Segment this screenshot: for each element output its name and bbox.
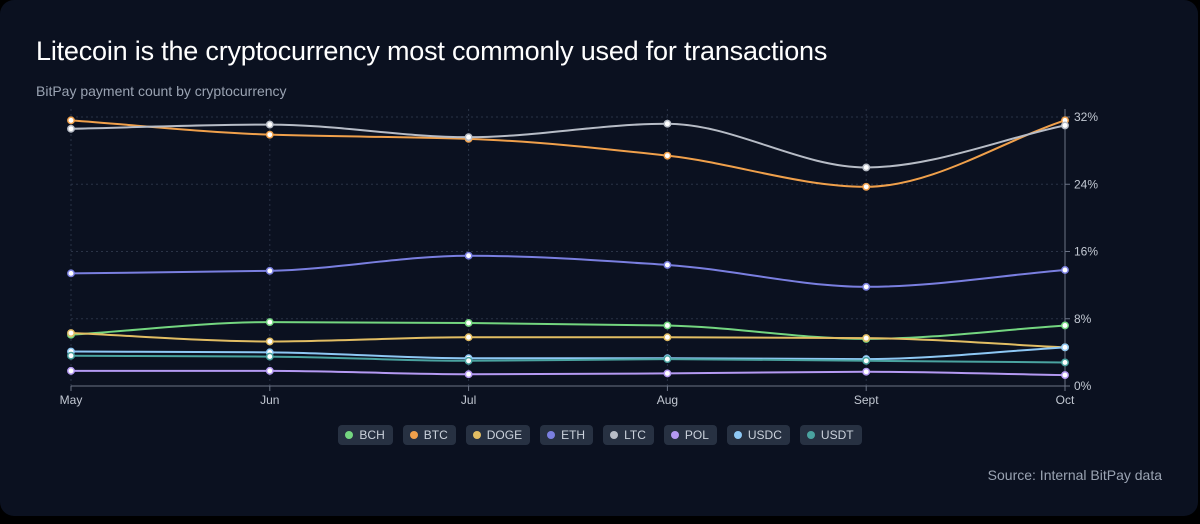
legend-item-pol[interactable]: POL	[663, 425, 717, 445]
line-chart: May Jun Jul Aug Sept Oct 0% 8% 16% 24% 32%	[60, 109, 1098, 407]
chart-subtitle: BitPay payment count by cryptocurrency	[36, 83, 287, 99]
chart-title: Litecoin is the cryptocurrency most comm…	[36, 36, 828, 66]
data-point-usdt	[67, 351, 75, 360]
legend-label-eth: ETH	[561, 428, 586, 442]
x-tick-label: Jun	[260, 393, 279, 407]
legend-label-usdt: USDT	[820, 428, 854, 442]
legend-label-btc: BTC	[423, 428, 448, 442]
data-point-bch	[464, 319, 473, 327]
data-point-pol	[1061, 371, 1069, 380]
legend-swatch-usdc	[733, 431, 742, 439]
data-point-ltc	[862, 163, 871, 172]
data-point-pol	[464, 370, 473, 379]
data-point-doge	[464, 333, 473, 342]
data-point-usdt	[464, 356, 473, 365]
legend-item-eth[interactable]: ETH	[540, 425, 594, 445]
legend-item-btc[interactable]: BTC	[402, 425, 456, 445]
data-point-ltc	[663, 119, 672, 128]
legend-item-usdc[interactable]: USDC	[726, 425, 790, 445]
series-line-doge	[70, 332, 1066, 349]
x-tick-label: Jul	[461, 393, 476, 407]
legend-swatch-pol	[670, 431, 679, 439]
legend-swatch-usdt	[806, 431, 815, 439]
legend-swatch-ltc	[610, 431, 619, 439]
data-point-usdc	[1061, 343, 1069, 352]
series-line-btc	[70, 119, 1066, 188]
data-point-eth	[1061, 266, 1069, 274]
series-line-eth	[70, 254, 1066, 288]
legend-swatch-doge	[472, 431, 481, 439]
legend-swatch-eth	[547, 431, 556, 439]
data-point-usdt	[265, 352, 274, 361]
legend-item-bch[interactable]: BCH	[338, 425, 393, 445]
data-point-bch	[265, 318, 274, 327]
data-point-pol	[663, 369, 672, 378]
y-tick-label: 8%	[1074, 312, 1092, 326]
grid-lines	[70, 109, 1065, 386]
data-point-eth	[67, 269, 75, 278]
legend-label-doge: DOGE	[486, 428, 523, 442]
data-point-usdt	[1061, 358, 1069, 367]
legend-item-usdt[interactable]: USDT	[799, 425, 862, 445]
series-line-usdc	[70, 346, 1066, 361]
legend-swatch-bch	[345, 431, 354, 439]
legend-label-usdc: USDC	[747, 428, 782, 442]
data-point-bch	[663, 321, 672, 330]
data-point-eth	[663, 261, 672, 269]
data-point-btc	[862, 182, 871, 191]
data-point-btc	[265, 130, 274, 139]
legend-item-ltc[interactable]: LTC	[603, 425, 654, 445]
legend-item-doge[interactable]: DOGE	[465, 425, 531, 445]
data-point-bch	[1061, 321, 1069, 330]
x-tick-label: Sept	[854, 393, 879, 407]
legend-label-bch: BCH	[359, 428, 385, 442]
data-point-doge	[265, 337, 274, 346]
x-tick-label: May	[60, 393, 83, 407]
data-point-pol	[265, 366, 274, 375]
data-point-eth	[862, 282, 871, 291]
y-tick-label: 16%	[1074, 245, 1098, 259]
legend-swatch-btc	[409, 431, 418, 439]
legend-label-pol: POL	[684, 428, 709, 442]
legend-label-ltc: LTC	[624, 428, 646, 442]
y-tick-labels: 0% 8% 16% 24% 32%	[1074, 110, 1098, 393]
data-point-eth	[464, 251, 473, 260]
data-point-eth	[265, 266, 274, 275]
data-point-usdt	[862, 356, 871, 365]
axes	[70, 109, 1070, 391]
data-point-usdt	[663, 355, 672, 364]
data-point-pol	[862, 367, 871, 376]
data-point-ltc	[265, 120, 274, 129]
data-point-ltc	[67, 124, 75, 133]
series-points	[67, 116, 1069, 380]
x-tick-labels: May Jun Jul Aug Sept Oct	[60, 393, 1075, 407]
source-note: Source: Internal BitPay data	[987, 467, 1162, 483]
data-point-doge	[663, 333, 672, 342]
data-point-ltc	[464, 133, 473, 142]
x-tick-label: Oct	[1056, 393, 1075, 407]
series-line-usdt	[70, 354, 1066, 364]
data-point-btc	[663, 151, 672, 160]
data-point-doge	[67, 329, 75, 337]
y-tick-label: 24%	[1074, 177, 1098, 191]
series-line-ltc	[70, 122, 1066, 169]
data-point-doge	[862, 334, 871, 343]
legend: BCH BTC DOGE ETH LTC POL USDC USDT	[0, 425, 1200, 445]
y-tick-label: 32%	[1074, 110, 1098, 124]
x-tick-label: Aug	[657, 393, 678, 407]
data-point-pol	[67, 366, 75, 375]
data-point-ltc	[1061, 121, 1069, 130]
y-tick-label: 0%	[1074, 379, 1092, 393]
series-lines	[70, 119, 1066, 377]
data-point-btc	[67, 116, 75, 125]
series-line-pol	[70, 369, 1066, 377]
